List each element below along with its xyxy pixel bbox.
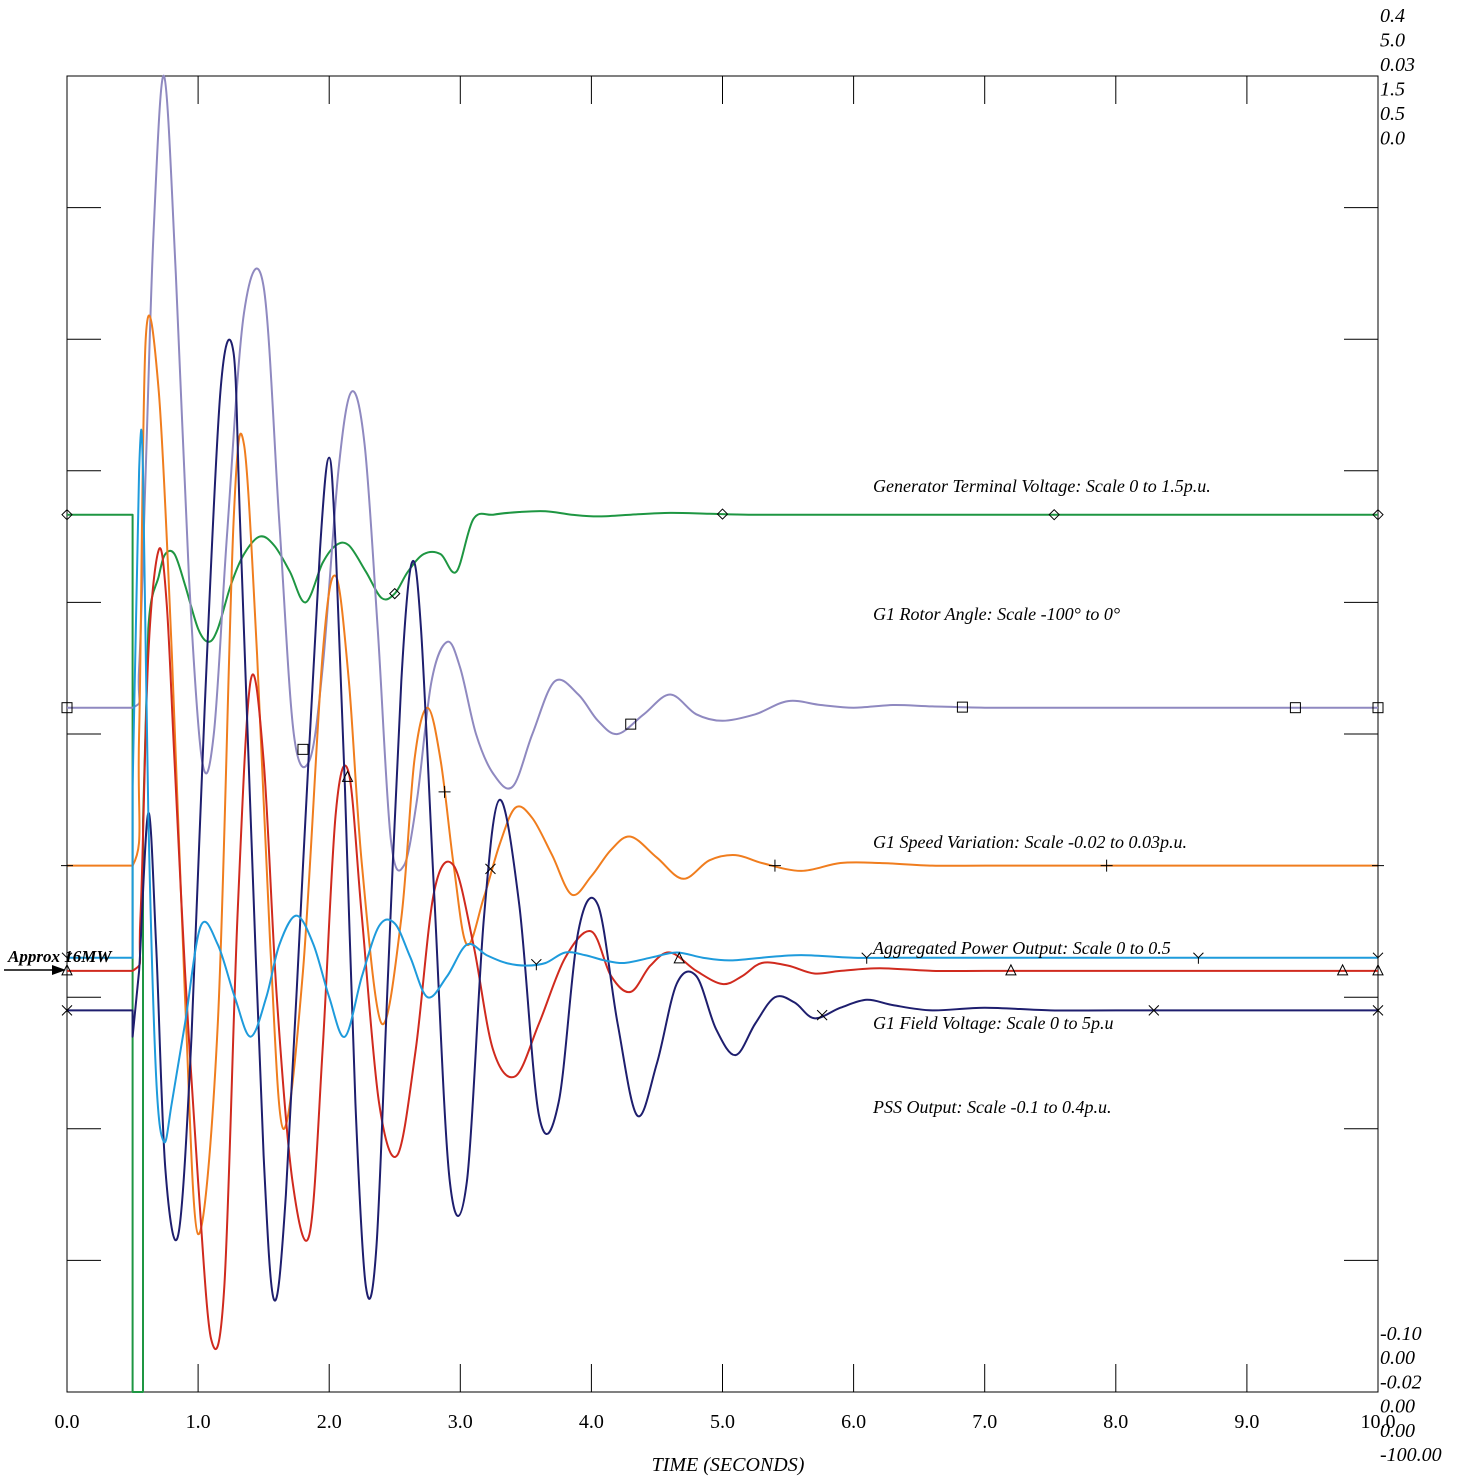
label-terminal-voltage: Generator Terminal Voltage: Scale 0 to 1… [873,476,1211,496]
x-tick-label: 1.0 [186,1411,211,1433]
right-axis-bottom-labels: -0.100.00-0.020.000.00-100.00 [1380,1323,1442,1466]
x-tick-label: 8.0 [1103,1411,1128,1433]
right-scale-bottom-label: -0.10 [1380,1323,1422,1345]
marker-speed-variation [768,859,781,872]
marker-rotor-angle [1372,702,1384,714]
plot-border [66,75,1379,1393]
right-scale-top-label: 0.0 [1380,128,1405,150]
x-tick-label: 0.0 [55,1411,80,1433]
marker-power-output [1336,963,1349,976]
approx-arrow [4,965,66,975]
series-line-pss-output [67,428,1378,1144]
marker-pss-output [1372,952,1384,964]
right-scale-bottom-label: 0.00 [1380,1347,1415,1369]
x-tick-label: 9.0 [1234,1411,1259,1433]
marker-pss-output [530,958,542,971]
marker-rotor-angle [625,718,637,730]
marker-rotor-angle [297,743,309,755]
x-tick-label: 3.0 [448,1411,473,1433]
right-scale-bottom-label: 0.00 [1380,1420,1415,1442]
marker-terminal-voltage [389,587,401,600]
marker-terminal-voltage [61,508,73,521]
label-rotor-angle: G1 Rotor Angle: Scale -100° to 0° [873,604,1120,624]
x-tick-label: 2.0 [317,1411,342,1433]
x-axis-title: TIME (SECONDS) [652,1454,805,1476]
marker-power-output [1005,963,1017,976]
series-line-field-voltage [67,338,1378,1302]
marker-terminal-voltage [1372,508,1384,521]
x-tick-labels: 0.0 1.0 2.0 3.0 4.0 5.0 6.0 7.0 8.0 9.0 10.0 [55,1411,1396,1433]
x-tick-label: 10.0 [1361,1411,1396,1433]
right-axis-top-labels: 0.4 5.00.03 1.50.5 0.0 [1380,5,1415,150]
marker-speed-variation [438,785,451,798]
series-line-terminal-voltage [67,510,1378,1393]
plot-frame [66,75,1379,1393]
x-tick-label: 5.0 [710,1411,735,1433]
marker-rotor-angle [1289,702,1301,714]
marker-speed-variation [1100,859,1113,872]
label-field-voltage: G1 Field Voltage: Scale 0 to 5p.u [873,1013,1113,1033]
marker-terminal-voltage [1048,508,1060,521]
marker-field-voltage [1372,1005,1384,1016]
right-scale-top-label: 0.5 [1380,103,1405,125]
right-scale-bottom-label: -0.02 [1380,1371,1422,1393]
marker-layer [61,508,1384,1021]
right-scale-top-label: 1.5 [1380,79,1405,101]
x-tick-label: 6.0 [841,1411,866,1433]
label-power-output: Aggregated Power Output: Scale 0 to 0.5 [872,938,1171,958]
marker-pss-output [61,952,73,964]
right-scale-top-label: 0.4 [1380,5,1405,27]
right-scale-top-label: 0.03 [1380,54,1415,76]
marker-field-voltage [816,1009,828,1021]
marker-rotor-angle [956,701,968,713]
marker-field-voltage [485,863,496,875]
marker-power-output [341,770,354,782]
series-line-speed-variation [67,314,1378,1236]
label-pss-output: PSS Output: Scale -0.1 to 0.4p.u. [872,1097,1111,1117]
marker-field-voltage [1148,1005,1160,1016]
right-scale-top-label: 5.0 [1380,30,1405,52]
x-tick-label: 7.0 [972,1411,997,1433]
marker-rotor-angle [61,702,73,714]
axis-ticks [66,76,1379,1392]
marker-pss-output [861,952,873,964]
marker-pss-output [1193,952,1204,964]
marker-power-output [1372,963,1384,976]
marker-speed-variation [61,859,73,872]
x-tick-label: 4.0 [579,1411,604,1433]
label-speed-variation: G1 Speed Variation: Scale -0.02 to 0.03p… [873,832,1187,852]
marker-field-voltage [61,1005,73,1016]
series-line-rotor-angle [67,74,1378,872]
series-annotations: Generator Terminal Voltage: Scale 0 to 1… [872,476,1211,1117]
marker-speed-variation [1372,859,1384,872]
marker-terminal-voltage [716,508,729,520]
approx-16mw-label: Approx 16MW [7,947,113,966]
right-scale-bottom-label: 0.00 [1380,1396,1415,1418]
right-scale-bottom-label: -100.00 [1380,1444,1442,1466]
marker-power-output [673,951,686,964]
series-layer [67,74,1378,1393]
series-line-power-output [67,547,1378,1351]
